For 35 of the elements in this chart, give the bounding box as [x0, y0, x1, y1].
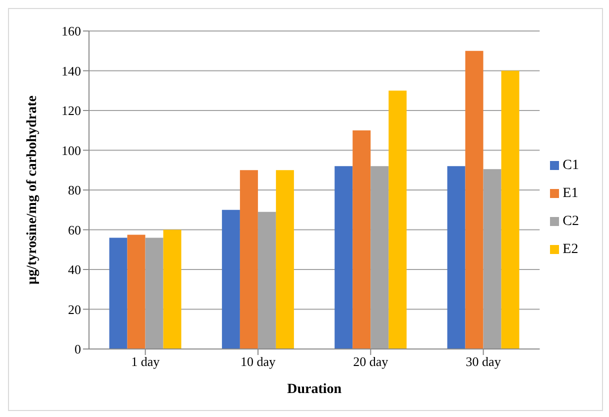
bar	[334, 166, 353, 349]
bar	[127, 234, 146, 349]
bar	[501, 70, 520, 349]
bar	[352, 130, 371, 349]
legend-label: E1	[562, 186, 578, 201]
x-tick-label: 10 day	[240, 354, 276, 370]
bar	[240, 170, 258, 349]
y-tick-label: 0	[74, 342, 81, 357]
x-tick-label: 30 day	[466, 354, 502, 370]
bar	[370, 166, 389, 349]
x-tick-label: 20 day	[353, 354, 389, 370]
x-tick-label: 1 day	[131, 354, 160, 370]
y-tick-label: 60	[68, 222, 81, 238]
bar	[483, 169, 502, 349]
legend-label: C1	[562, 158, 579, 173]
y-tick-label: 40	[68, 262, 81, 278]
y-axis-title: µg/tyrosine/mg of carbohydrate	[24, 95, 40, 285]
bar	[145, 238, 164, 349]
bar	[109, 238, 128, 349]
y-tick-label: 80	[68, 182, 81, 198]
bar	[258, 212, 276, 349]
legend-label: E2	[562, 242, 578, 257]
legend-label: C2	[562, 214, 579, 229]
bar	[465, 50, 484, 349]
bar	[163, 230, 182, 349]
bar	[276, 170, 294, 349]
y-tick-label: 20	[68, 302, 81, 317]
bar	[222, 210, 240, 349]
y-tick-label: 120	[62, 103, 81, 118]
bar	[447, 166, 466, 349]
y-tick-label: 140	[62, 63, 81, 78]
bar	[388, 90, 407, 349]
y-tick-label: 100	[62, 142, 81, 158]
y-tick-label: 160	[62, 24, 81, 39]
x-axis-title: Duration	[287, 382, 342, 397]
